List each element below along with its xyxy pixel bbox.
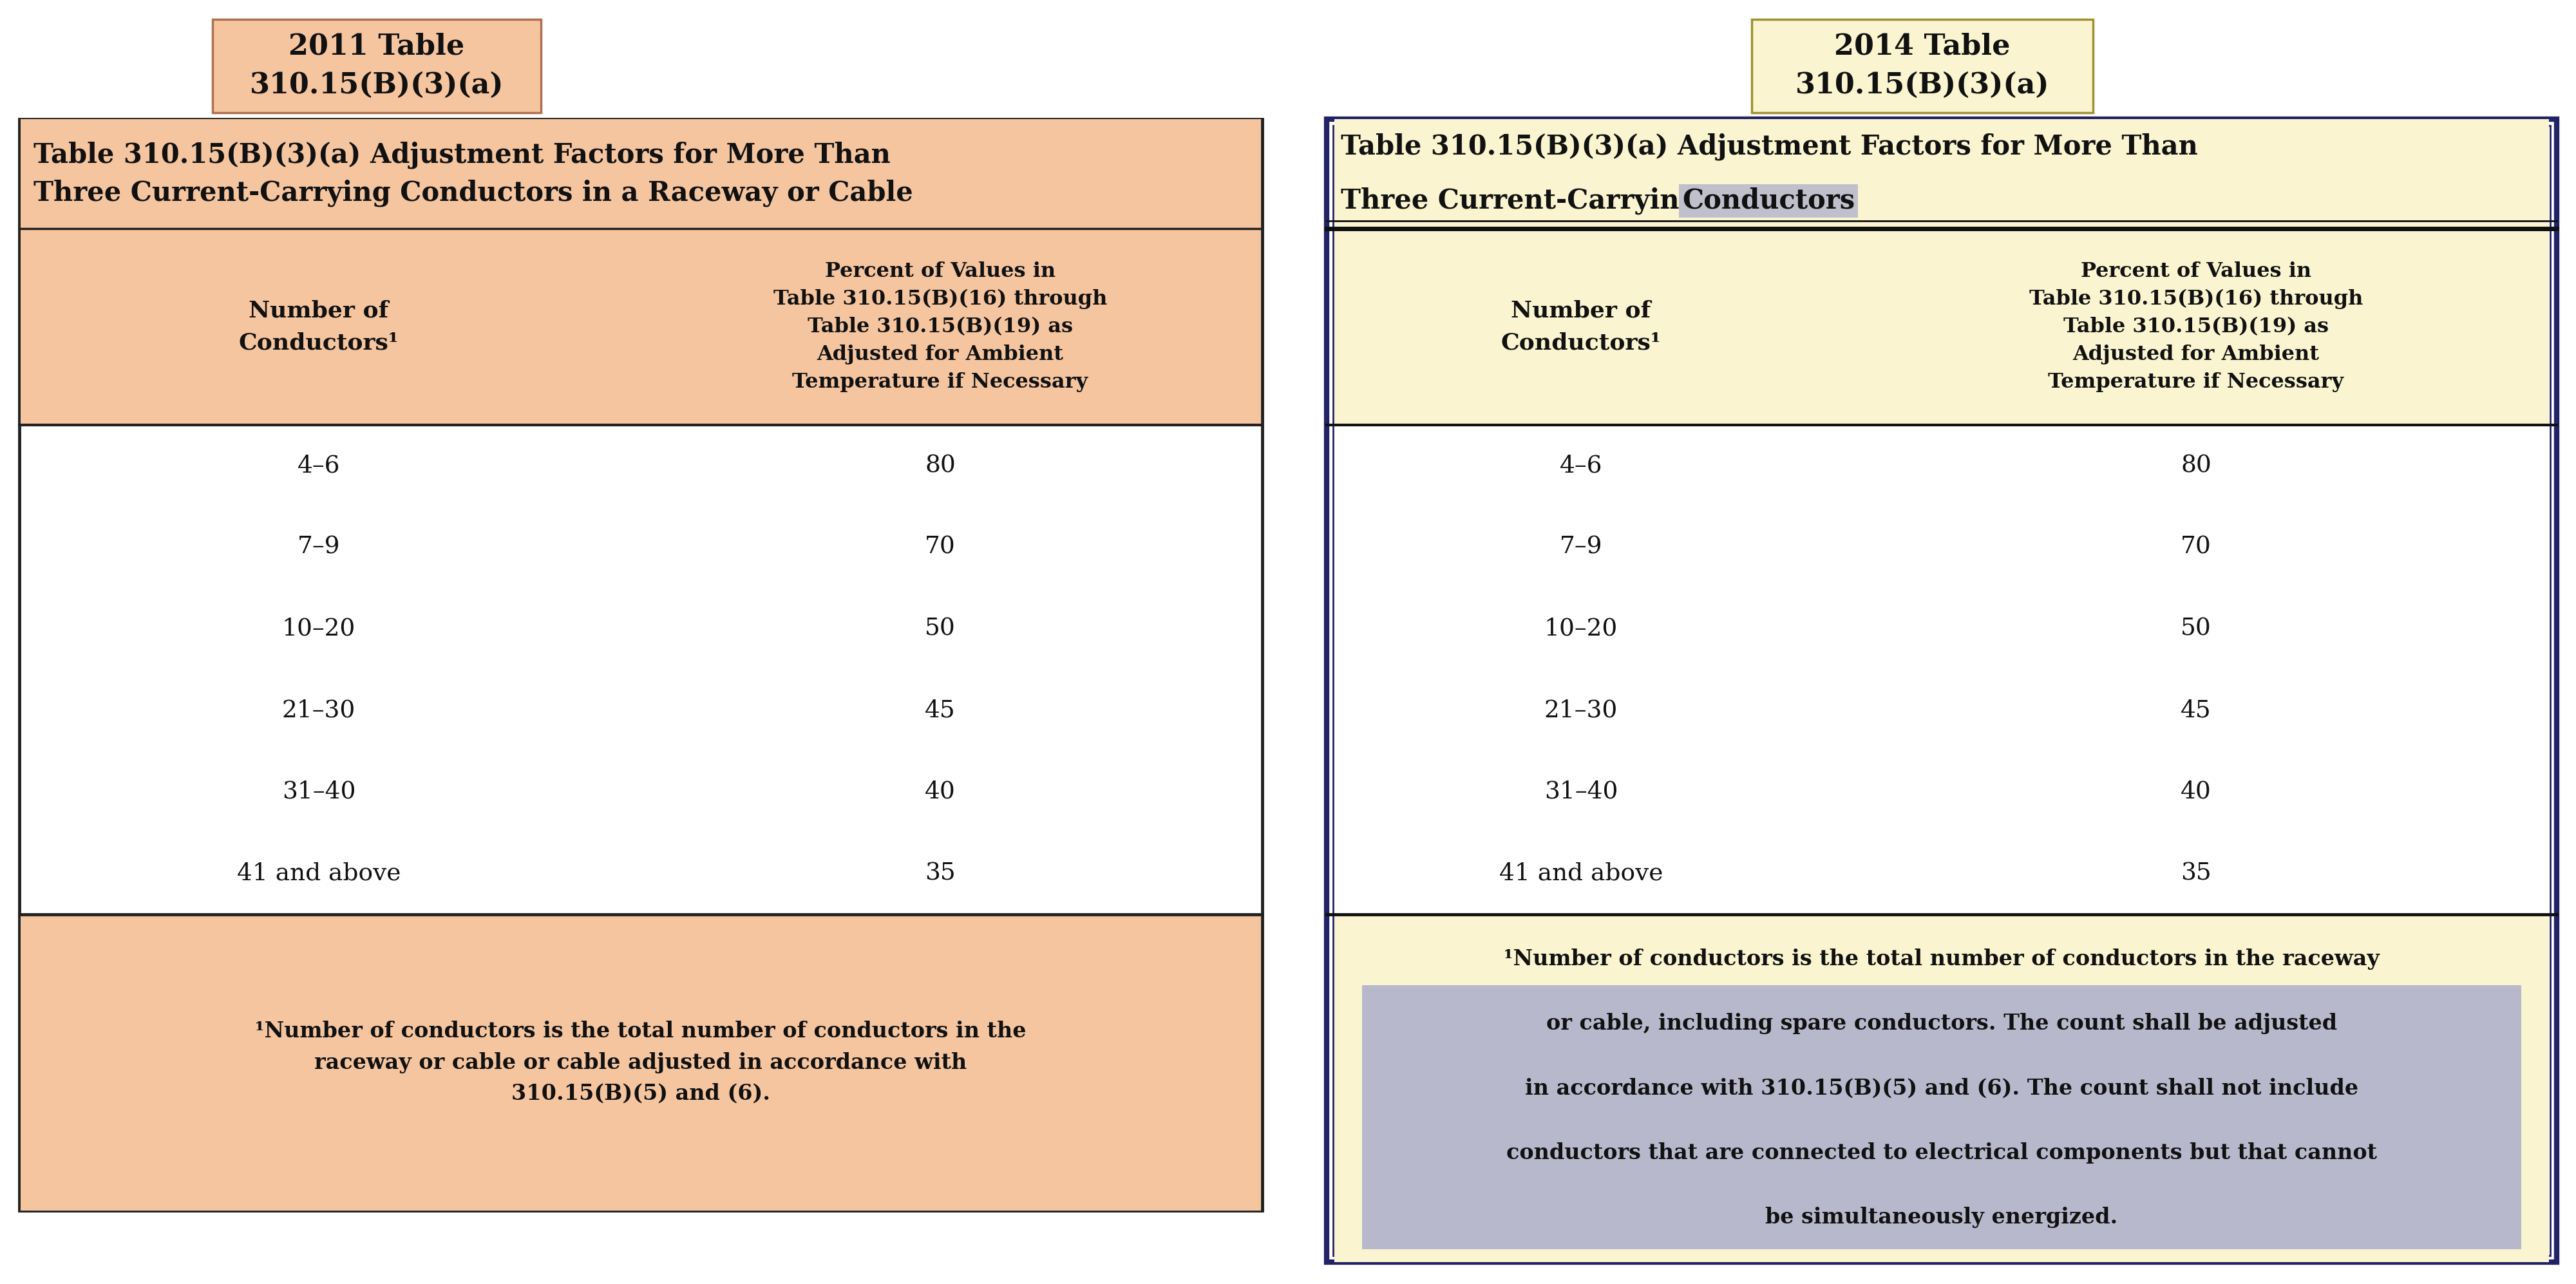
Text: 4–6: 4–6	[296, 455, 340, 478]
Text: 45: 45	[925, 698, 956, 722]
Bar	[1334, 229, 1834, 425]
Text: 40: 40	[2182, 781, 2210, 804]
Text: 80: 80	[2182, 455, 2210, 478]
Text: 70: 70	[925, 535, 956, 559]
Text: 31–40: 31–40	[281, 781, 355, 804]
Text: 70: 70	[2182, 535, 2210, 559]
Bar	[1334, 119, 2550, 229]
Text: Percent of Values in
Table 310.15(B)(16) through
Table 310.15(B)(19) as
Adjusted: Percent of Values in Table 310.15(B)(16)…	[773, 262, 1108, 392]
Bar	[21, 119, 1262, 229]
Bar	[1334, 126, 2550, 1256]
Text: Conductors: Conductors	[1682, 187, 1855, 214]
Text: Number of
Conductors¹: Number of Conductors¹	[1502, 299, 1662, 354]
Bar	[1327, 119, 2555, 1262]
Text: ¹Number of conductors is the total number of conductors in the raceway: ¹Number of conductors is the total numbe…	[1504, 949, 2380, 971]
Text: 41 and above: 41 and above	[237, 862, 402, 885]
Bar	[211, 19, 541, 113]
Bar	[1752, 19, 2092, 113]
Bar	[21, 229, 618, 425]
Text: 7–9: 7–9	[1558, 535, 1602, 559]
Text: Three Current-Carrying: Three Current-Carrying	[1340, 187, 1708, 214]
Bar	[618, 229, 1262, 425]
Text: 4–6: 4–6	[1558, 455, 1602, 478]
Text: 21–30: 21–30	[281, 698, 355, 722]
Text: ¹Number of conductors is the total number of conductors in the
raceway or cable : ¹Number of conductors is the total numbe…	[255, 1021, 1025, 1104]
Text: 35: 35	[2182, 862, 2210, 885]
Bar	[1834, 229, 2550, 425]
Text: 31–40: 31–40	[1543, 781, 1618, 804]
Text: 10–20: 10–20	[1543, 618, 1618, 641]
Text: or cable, including spare conductors. The count shall be adjusted: or cable, including spare conductors. Th…	[1546, 1013, 2336, 1035]
Text: 50: 50	[2182, 618, 2210, 641]
Text: 40: 40	[925, 781, 956, 804]
Text: 7–9: 7–9	[296, 535, 340, 559]
Text: Percent of Values in
Table 310.15(B)(16) through
Table 310.15(B)(19) as
Adjusted: Percent of Values in Table 310.15(B)(16)…	[2030, 262, 2362, 392]
Text: Number of
Conductors¹: Number of Conductors¹	[240, 299, 399, 354]
Text: 45: 45	[2182, 698, 2210, 722]
Text: 35: 35	[925, 862, 956, 885]
Text: 21–30: 21–30	[1543, 698, 1618, 722]
Text: 41 and above: 41 and above	[1499, 862, 1664, 885]
Bar	[21, 914, 1262, 1211]
Text: Table 310.15(B)(3)(a) Adjustment Factors for More Than
Three Current-Carrying Co: Table 310.15(B)(3)(a) Adjustment Factors…	[33, 141, 912, 207]
Bar	[1334, 914, 2550, 1262]
Text: be simultaneously energized.: be simultaneously energized.	[1765, 1207, 2117, 1228]
Text: 2014 Table
310.15(B)(3)(a): 2014 Table 310.15(B)(3)(a)	[1795, 33, 2050, 99]
Text: 10–20: 10–20	[281, 618, 355, 641]
Bar	[1363, 985, 2522, 1249]
Text: in accordance with 310.15(B)(5) and (6). The count shall not include: in accordance with 310.15(B)(5) and (6).…	[1525, 1077, 2360, 1099]
Text: 80: 80	[925, 455, 956, 478]
Text: Table 310.15(B)(3)(a) Adjustment Factors for More Than: Table 310.15(B)(3)(a) Adjustment Factors…	[1340, 134, 2197, 160]
Text: 2011 Table
310.15(B)(3)(a): 2011 Table 310.15(B)(3)(a)	[250, 33, 505, 99]
Text: conductors that are connected to electrical components but that cannot: conductors that are connected to electri…	[1507, 1141, 2378, 1163]
Bar	[21, 119, 1262, 1211]
Text: 50: 50	[925, 618, 956, 641]
